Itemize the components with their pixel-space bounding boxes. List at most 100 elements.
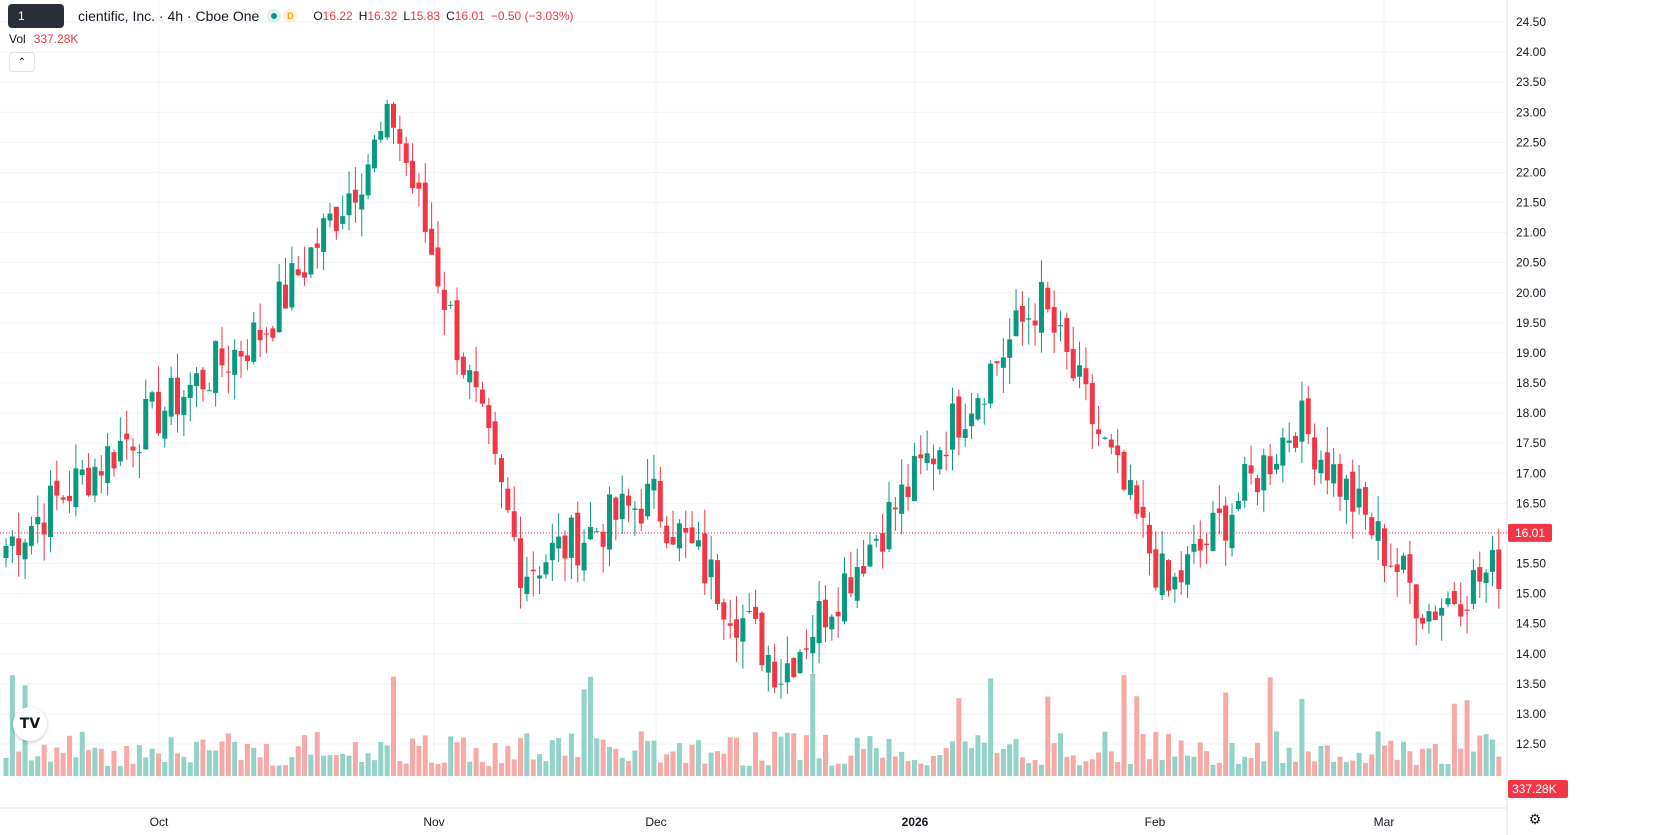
volume-bar — [467, 761, 473, 776]
volume-bar — [899, 751, 905, 776]
volume-bar — [1369, 754, 1375, 776]
y-tick-label: 24.00 — [1516, 45, 1546, 59]
volume-bar — [518, 738, 524, 776]
candle-body — [892, 507, 898, 510]
candle-body — [1324, 452, 1330, 481]
candle-body — [257, 329, 263, 341]
x-tick-label: 2026 — [902, 815, 929, 829]
last-volume-tag-text: 337.28K — [1512, 782, 1557, 796]
candle-body — [543, 562, 549, 575]
candle-body — [969, 413, 975, 427]
candle-body — [791, 657, 797, 678]
volume-bar — [1026, 763, 1032, 776]
symbol-title[interactable]: cientific, Inc. · 4h · Cboe One — [78, 8, 260, 24]
price-axis[interactable]: 24.50 24.00 23.50 23.00 22.50 22.00 21.50 21.00… — [1516, 15, 1546, 751]
candles — [3, 99, 1502, 699]
candle-body — [683, 527, 689, 533]
candle-body — [530, 569, 536, 572]
d-badge-icon[interactable]: D — [283, 9, 298, 23]
volume-bar — [753, 732, 759, 776]
volume-bar — [1242, 756, 1248, 776]
candle-body — [537, 575, 543, 579]
volume-bar — [1013, 738, 1019, 776]
candle-body — [1445, 598, 1451, 605]
candle-body — [899, 484, 905, 514]
volume-bar — [1426, 748, 1432, 776]
candle-body — [397, 129, 403, 144]
candle-body — [911, 455, 917, 502]
candle-body — [1197, 538, 1203, 551]
candle-body — [1420, 617, 1426, 624]
volume-bar — [181, 757, 187, 776]
candle-body — [956, 396, 962, 438]
candle-body — [562, 535, 568, 559]
volume-bar — [772, 731, 778, 776]
volume-bar — [1261, 761, 1267, 776]
volume-bar — [1172, 756, 1178, 776]
volume-legend[interactable]: Vol 337.28K — [9, 32, 78, 46]
volume-bar — [581, 689, 587, 776]
volume-bar — [1394, 759, 1400, 776]
candle-body — [924, 453, 930, 464]
candle-body — [289, 263, 295, 308]
volume-bar — [54, 747, 60, 776]
candle-body — [1146, 524, 1152, 554]
candle-body — [765, 654, 771, 673]
candle-body — [1299, 400, 1305, 442]
volume-bar — [346, 755, 352, 776]
candle-body — [467, 370, 473, 383]
candle-body — [232, 349, 238, 375]
candle-body — [1286, 440, 1292, 443]
candle-body — [73, 468, 79, 508]
candle-body — [16, 538, 22, 556]
time-axis[interactable]: Oct Nov Dec 2026 Feb Mar — [150, 815, 1395, 829]
volume-bar — [734, 737, 740, 776]
candle-body — [1375, 521, 1381, 541]
candle-body — [321, 218, 327, 252]
volume-bar — [111, 750, 117, 776]
volume-bar — [1077, 765, 1083, 776]
candle-body — [1191, 543, 1197, 552]
x-tick-label: Oct — [150, 815, 169, 829]
axis-tags: 16.01 337.28K — [1508, 523, 1568, 798]
volume-bar — [1038, 764, 1044, 776]
candle-body — [1153, 549, 1159, 588]
candle-body — [346, 193, 352, 216]
candle-body — [1343, 478, 1349, 500]
volume-bar — [937, 755, 943, 776]
volume-bar — [1280, 763, 1286, 776]
candle-body — [1140, 506, 1146, 518]
volume-bar — [276, 765, 282, 776]
candle-body — [626, 495, 632, 506]
gear-icon[interactable]: ⚙ — [1528, 810, 1542, 827]
candle-body — [816, 601, 822, 644]
volume-bar — [35, 756, 41, 776]
volume-bar — [1032, 759, 1038, 776]
candle-body — [886, 501, 892, 550]
candle-body — [556, 536, 562, 549]
volume-bar — [842, 763, 848, 776]
volume-bar — [1051, 743, 1057, 776]
collapse-legend-button[interactable]: ⌃ — [9, 52, 35, 72]
candle-body — [263, 333, 269, 335]
symbol-title-row[interactable]: cientific, Inc. · 4h · Cboe One D O16.22… — [78, 8, 574, 24]
volume-bar — [969, 748, 975, 776]
green-dot-icon[interactable] — [267, 9, 282, 23]
candle-body — [1248, 465, 1254, 474]
volume-bar — [784, 732, 790, 776]
volume-bar — [556, 738, 562, 776]
tradingview-logo-icon[interactable]: TV — [13, 707, 47, 741]
candle-body — [714, 560, 720, 604]
volume-bar — [1134, 696, 1140, 776]
candle-body — [35, 516, 41, 525]
candle-body — [149, 392, 155, 402]
candle-body — [937, 450, 943, 470]
candle-body — [422, 182, 428, 232]
high-label: H — [358, 9, 368, 23]
candle-body — [1019, 305, 1025, 322]
candle-body — [117, 440, 123, 462]
volume-bar — [1216, 762, 1222, 776]
candle-body — [1223, 505, 1229, 541]
volume-bar — [905, 761, 911, 776]
